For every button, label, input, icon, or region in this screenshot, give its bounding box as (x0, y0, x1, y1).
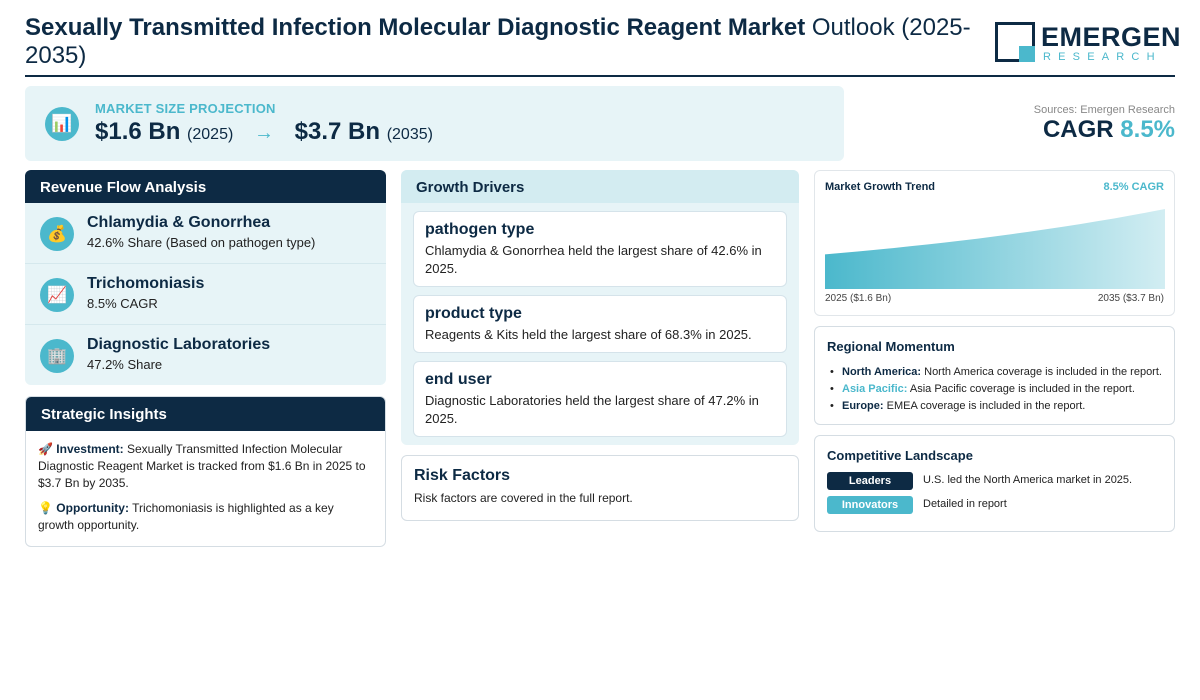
emergen-research-logo: EMERGEN RESEARCH (995, 22, 1181, 64)
page-title: Sexually Transmitted Infection Molecular… (25, 14, 971, 69)
competitive-row: Innovators Detailed in report (827, 495, 1162, 519)
market-growth-trend-chart: Market Growth Trend 8.5% CAGR 2025 ($1.6… (814, 170, 1175, 316)
revenue-item-name: Chlamydia & Gonorrhea (87, 214, 271, 231)
start-year: (2025) (187, 126, 234, 143)
innovators-badge: Innovators (827, 496, 913, 514)
trend-area-svg (825, 209, 1165, 289)
bar-chart-icon: 📊 (45, 107, 79, 141)
region-item: North America: North America coverage is… (827, 364, 1162, 381)
revenue-item: 🏢 Diagnostic Laboratories 47.2% Share (25, 325, 386, 385)
lightbulb-icon: 💡 (38, 501, 53, 515)
chart-end-label: 2035 ($3.7 Bn) (1097, 293, 1164, 304)
strategic-insights-title: Strategic Insights (26, 397, 385, 431)
revenue-flow-panel: Revenue Flow Analysis 💰 Chlamydia & Gono… (25, 170, 386, 385)
trend-area (825, 209, 1165, 289)
cagr-headline: CAGR 8.5% (1043, 116, 1175, 144)
projection-values: $1.6 Bn (2025) → $3.7 Bn (2035) (95, 118, 433, 146)
competitive-landscape-panel: Competitive Landscape Leaders U.S. led t… (814, 435, 1175, 532)
driver-text: Chlamydia & Gonorrhea held the largest s… (425, 243, 762, 276)
logo-mark-icon (995, 22, 1035, 62)
driver-title: end user (425, 371, 492, 388)
driver-text: Diagnostic Laboratories held the largest… (425, 393, 759, 426)
arrow-right-icon: → (253, 122, 274, 144)
revenue-item: 📈 Trichomoniasis 8.5% CAGR (25, 264, 386, 325)
competitive-row: Leaders U.S. led the North America marke… (827, 471, 1162, 495)
building-icon: 🏢 (40, 339, 74, 373)
revenue-flow-title: Revenue Flow Analysis (25, 170, 386, 203)
revenue-item-name: Diagnostic Laboratories (87, 336, 271, 353)
logo-subtext: RESEARCH (1043, 51, 1162, 63)
growth-drivers-panel: Growth Drivers pathogen type Chlamydia &… (401, 170, 799, 445)
investment-insight: 🚀 Investment: Sexually Transmitted Infec… (38, 442, 366, 490)
start-value: $1.6 Bn (95, 118, 181, 145)
driver-card: pathogen type Chlamydia & Gonorrhea held… (413, 211, 787, 287)
risk-factors-title: Risk Factors (414, 467, 511, 484)
logo-wordmark: EMERGEN (1041, 22, 1182, 52)
cagr-value: 8.5% (1120, 116, 1175, 143)
driver-title: product type (425, 305, 522, 322)
driver-title: pathogen type (425, 221, 535, 238)
chart-start-label: 2025 ($1.6 Bn) (825, 293, 892, 304)
risk-factors-panel: Risk Factors Risk factors are covered in… (401, 455, 799, 521)
revenue-item-name: Trichomoniasis (87, 275, 205, 292)
chart-title: Market Growth Trend (825, 181, 936, 193)
sources-note: Sources: Emergen Research (1033, 104, 1175, 116)
projection-label: MARKET SIZE PROJECTION (95, 101, 276, 116)
leaders-badge: Leaders (827, 472, 913, 490)
driver-card: product type Reagents & Kits held the la… (413, 295, 787, 353)
end-value: $3.7 Bn (294, 118, 381, 145)
rocket-icon: 🚀 (38, 442, 53, 456)
opportunity-insight: 💡 Opportunity: Trichomoniasis is highlig… (38, 501, 334, 532)
leaders-text: U.S. led the North America market in 202… (923, 474, 1133, 486)
revenue-item-detail: 42.6% Share (Based on pathogen type) (87, 235, 316, 250)
chart-cagr-label: 8.5% CAGR (1103, 181, 1164, 193)
revenue-item-detail: 47.2% Share (87, 357, 163, 372)
page-header: Sexually Transmitted Infection Molecular… (25, 14, 1181, 77)
risk-factors-text: Risk factors are covered in the full rep… (414, 491, 633, 505)
cagr-label: CAGR (1042, 116, 1114, 143)
revenue-item: 💰 Chlamydia & Gonorrhea 42.6% Share (Bas… (25, 203, 386, 264)
end-year: (2035) (386, 126, 433, 143)
regional-momentum-panel: Regional Momentum North America: North A… (814, 326, 1175, 425)
driver-text: Reagents & Kits held the largest share o… (425, 327, 752, 342)
strategic-insights-panel: Strategic Insights 🚀 Investment: Sexuall… (25, 396, 386, 547)
region-item: Asia Pacific: Asia Pacific coverage is i… (827, 381, 1162, 398)
money-bag-icon: 💰 (40, 217, 74, 251)
market-size-projection: 📊 MARKET SIZE PROJECTION $1.6 Bn (2025) … (25, 86, 844, 161)
growth-drivers-title: Growth Drivers (401, 170, 799, 203)
regional-momentum-title: Regional Momentum (827, 339, 955, 354)
driver-card: end user Diagnostic Laboratories held th… (413, 361, 787, 437)
trend-up-icon: 📈 (40, 278, 74, 312)
revenue-item-detail: 8.5% CAGR (87, 296, 158, 311)
region-item: Europe: EMEA coverage is included in the… (827, 398, 1162, 415)
competitive-landscape-title: Competitive Landscape (827, 448, 973, 463)
innovators-text: Detailed in report (923, 498, 1007, 510)
